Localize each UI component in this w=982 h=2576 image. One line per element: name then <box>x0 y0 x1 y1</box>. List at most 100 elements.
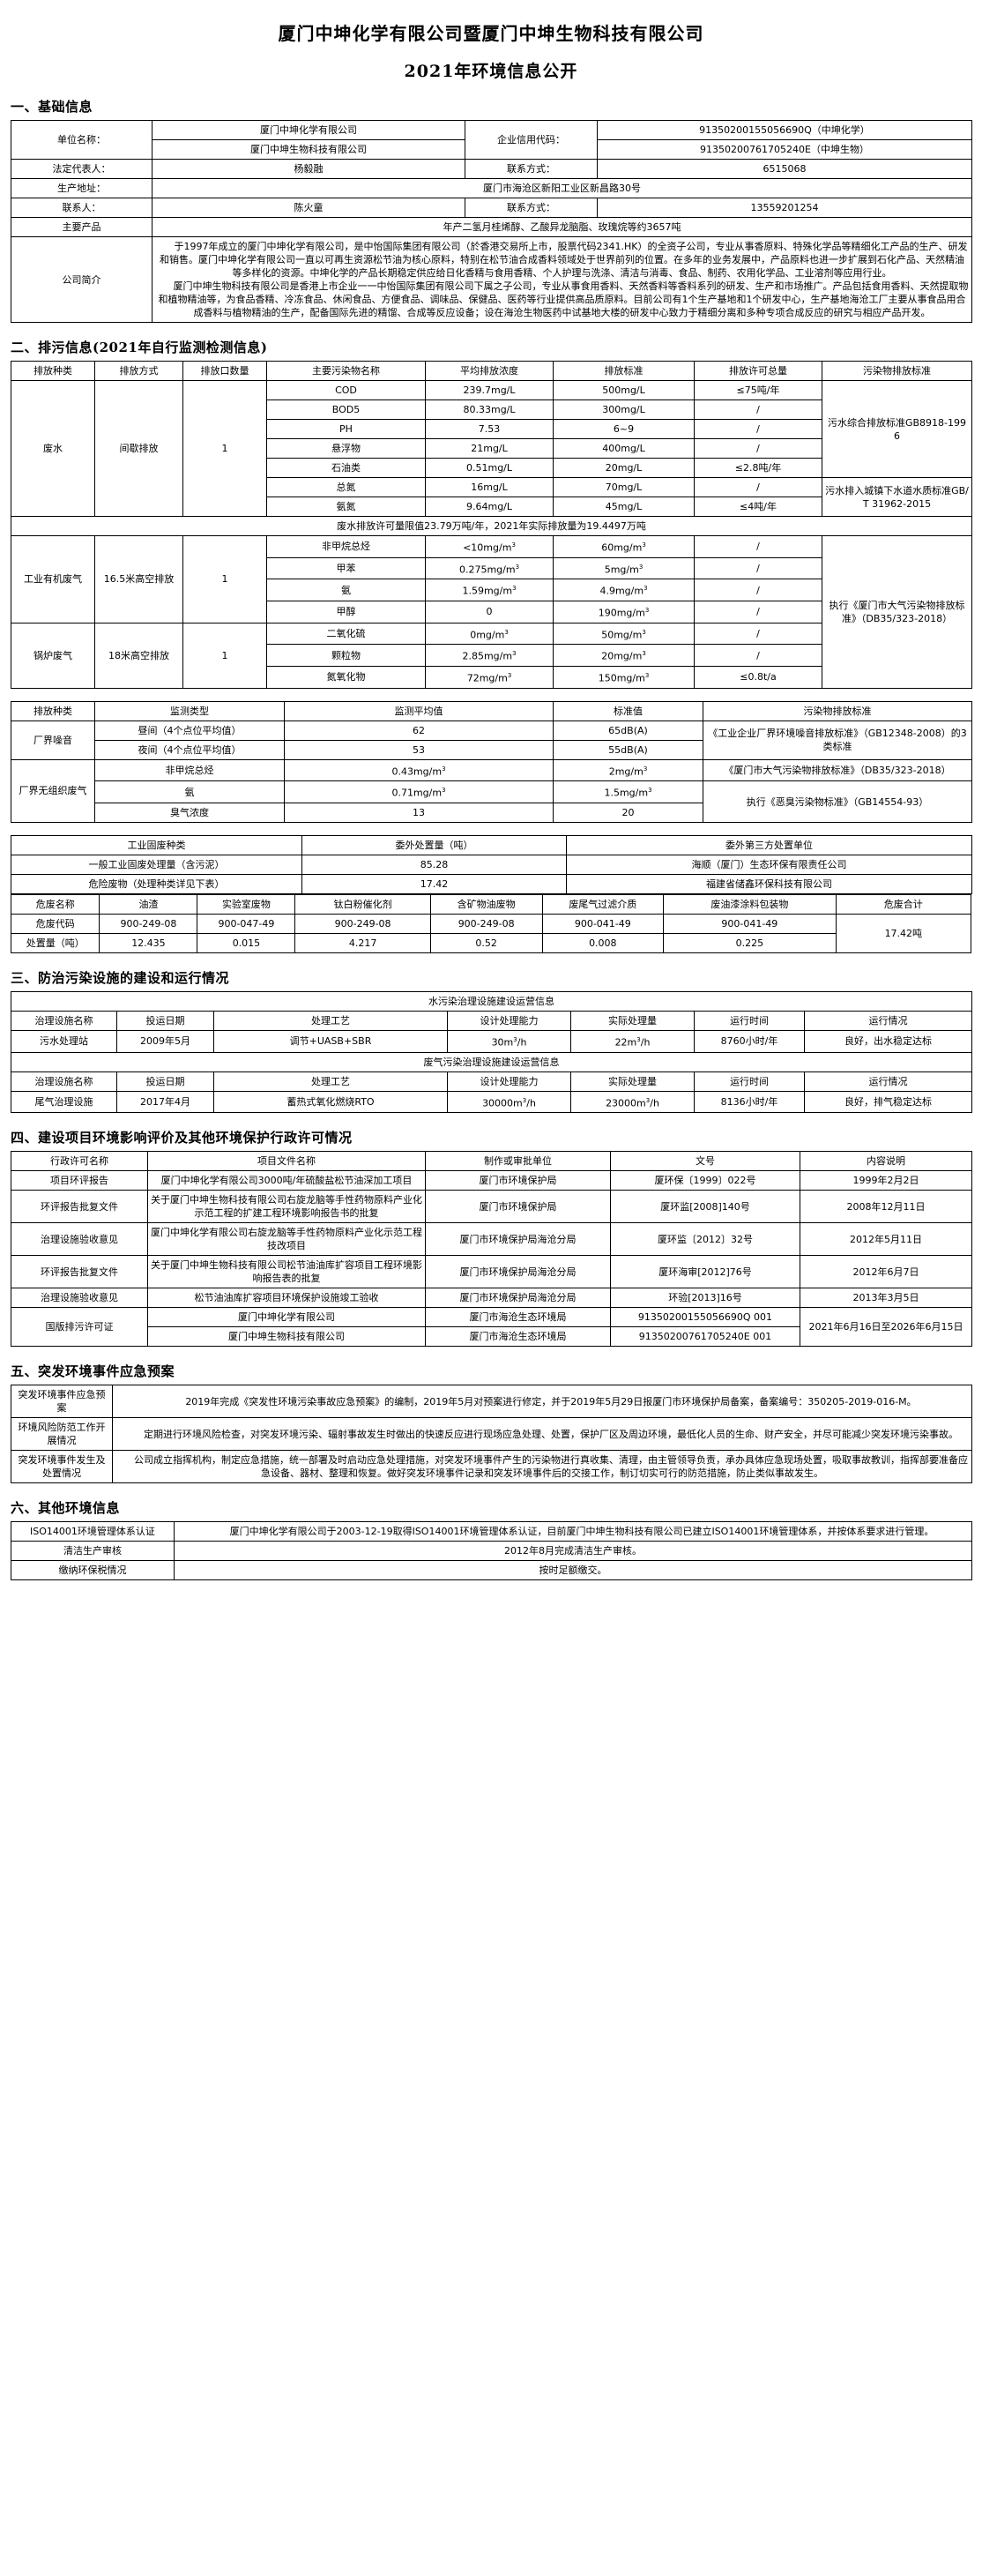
emergency-text: 公司成立指挥机构，制定应急措施，统一部署及时启动应急处理措施，对突发环境事件产生… <box>112 1450 972 1484</box>
contact-way2-label: 联系方式： <box>465 198 598 218</box>
permit-doc: 关于厦门中坤生物科技有限公司松节油油库扩容项目工程环境影响报告表的批复 <box>147 1255 426 1289</box>
emission-table: 排放种类 排放方式 排放口数量 主要污染物名称 平均排放浓度 排放标准 排放许可… <box>11 361 972 689</box>
hw-amount: 0.015 <box>197 932 296 953</box>
emergency-text: 2019年完成《突发性环境污染事故应急预案》的编制，2019年5月对预案进行修定… <box>112 1385 972 1419</box>
pollutant-avg: 9.64mg/L <box>425 497 554 517</box>
permit-desc: 2008年12月11日 <box>800 1190 972 1224</box>
permit-org: 厦门市海沧生态环境局 <box>425 1326 611 1348</box>
monitor-avg: 0.71mg/m3 <box>284 780 554 803</box>
pollutant-std: 20mg/m3 <box>553 644 695 667</box>
col-header-facility-date: 投运日期 <box>116 1010 214 1031</box>
table-row: PH 7.53 6~9 / <box>11 419 972 439</box>
hazardous-waste-table: 危废名称 油渣 实验室废物 钛白粉催化剂 含矿物油废物 废尾气过滤介质 废油漆涂… <box>10 893 972 953</box>
col-header-waste-unit: 委外第三方处置单位 <box>566 834 972 855</box>
monitor-type: 氨 <box>94 780 285 803</box>
pollutant-name: 甲苯 <box>266 556 426 580</box>
pollutant-avg: 16mg/L <box>425 477 554 497</box>
table-row: 缴纳环保税情况 按时足额缴交。 <box>11 1560 972 1581</box>
facility-hours: 8136小时/年 <box>694 1090 805 1114</box>
other-text: 厦门中坤化学有限公司于2003-12-19取得ISO14001环境管理体系认证，… <box>174 1521 972 1542</box>
col-header-facility-name: 治理设施名称 <box>11 1071 117 1092</box>
pollutant-avg: 0.275mg/m3 <box>425 556 554 580</box>
pollutant-avg: 0 <box>425 600 554 623</box>
pollutant-avg: 1.59mg/m3 <box>425 579 554 601</box>
pollutant-std: 150mg/m3 <box>553 665 695 689</box>
table-row: 单位名称： 厦门中坤化学有限公司 企业信用代码： 913502001550566… <box>11 120 972 160</box>
col-header-permit-no: 文号 <box>610 1151 800 1172</box>
table-row: 厂界噪音 昼间（4个点位平均值） 62 65dB(A) 《工业企业厂界环境噪音排… <box>11 720 972 760</box>
permit-name: 治理设施验收意见 <box>11 1288 148 1309</box>
col-header-mode: 排放方式 <box>94 361 183 381</box>
other-label: ISO14001环境管理体系认证 <box>11 1521 175 1542</box>
facility-process: 调节+UASB+SBR <box>213 1029 448 1053</box>
credit-code-value-2: 91350200761705240E（中坤生物） <box>597 139 972 160</box>
hw-code: 900-041-49 <box>663 913 837 934</box>
col-header-facility-process: 处理工艺 <box>213 1010 448 1031</box>
pollutant-std: 20mg/L <box>553 458 695 478</box>
contact-way2-value: 13559201254 <box>597 198 972 218</box>
main-product-value: 年产二氢月桂烯醇、乙酸异龙脑脂、玫瑰烷等约3657吨 <box>152 217 972 237</box>
pollutant-std: 6~9 <box>553 419 695 439</box>
permit-name: 环评报告批复文件 <box>11 1255 148 1289</box>
other-label: 清洁生产审核 <box>11 1541 175 1562</box>
permit-org: 厦门市海沧生态环境局 <box>425 1307 611 1328</box>
monitoring-type-fugitive: 厂界无组织废气 <box>11 758 95 823</box>
legal-rep-value: 杨毅融 <box>152 159 465 179</box>
col-header-std: 排放标准 <box>553 361 695 381</box>
gas-facility-title: 废气污染治理设施建设运营信息 <box>10 1051 973 1072</box>
water-facility-title: 水污染治理设施建设运营信息 <box>10 990 973 1012</box>
permit-no: 91350200761705240E 001 <box>610 1326 800 1348</box>
col-header-standard-value: 标准值 <box>553 700 703 721</box>
table-row: 厂界无组织废气 非甲烷总烃 0.43mg/m3 2mg/m3 《厦门市大气污染物… <box>11 758 972 823</box>
col-header-facility-hours: 运行时间 <box>694 1071 805 1092</box>
permit-doc: 松节油油库扩容项目环境保护设施竣工验收 <box>147 1288 426 1309</box>
pollutant-std: 5mg/m3 <box>553 556 695 580</box>
table-row: 处置量（吨） 12.435 0.015 4.217 0.52 0.008 0.2… <box>10 932 971 953</box>
col-header-permit: 排放许可总量 <box>694 361 822 381</box>
section-heading-basic: 一、基础信息 <box>11 99 93 115</box>
col-header-facility-design: 设计处理能力 <box>447 1010 571 1031</box>
pollutant-std: 300mg/L <box>553 399 695 420</box>
permit-doc: 关于厦门中坤生物科技有限公司右旋龙脑等手性药物原料产业化示范工程的扩建工程环境影… <box>147 1190 426 1224</box>
permit-desc: 2012年6月7日 <box>800 1255 972 1289</box>
pollutant-name: 氮氧化物 <box>266 665 426 689</box>
hw-row-label-name: 危废名称 <box>10 893 100 915</box>
table-row: BOD5 80.33mg/L 300mg/L / <box>11 399 972 420</box>
permit-name: 治理设施验收意见 <box>11 1222 148 1257</box>
facility-date: 2009年5月 <box>116 1029 214 1053</box>
col-header-permit-doc: 项目文件名称 <box>147 1151 426 1172</box>
permit-org: 厦门市环境保护局海沧分局 <box>425 1255 611 1289</box>
table-row: 氨 0.71mg/m3 1.5mg/m3 执行《恶臭污染物标准》（GB14554… <box>11 780 972 823</box>
emergency-label: 环境风险防范工作开展情况 <box>11 1417 113 1452</box>
pollutant-avg: <10mg/m3 <box>425 535 554 558</box>
unit-name-label: 单位名称： <box>11 120 153 160</box>
table-row: 联系人： 陈火童 联系方式： 13559201254 <box>11 198 972 218</box>
section-heading-other: 六、其他环境信息 <box>11 1500 121 1517</box>
wastewater-standard-1: 污水综合排放标准GB8918-1996 <box>822 380 972 478</box>
emission-type-wastewater: 废水 <box>11 380 95 517</box>
col-header-permit-desc: 内容说明 <box>800 1151 972 1172</box>
table-row: 危险废物（处理种类详见下表） 17.42 福建省储鑫环保科技有限公司 <box>11 873 972 894</box>
col-header-pollutant: 主要污染物名称 <box>266 361 426 381</box>
permit-doc: 厦门中坤生物科技有限公司 <box>147 1326 426 1348</box>
other-text: 按时足额缴交。 <box>174 1560 972 1581</box>
table-row: 国版排污许可证 厦门中坤化学有限公司 厦门市海沧生态环境局 9135020015… <box>11 1307 972 1348</box>
unit-name-value-1: 厦门中坤化学有限公司 <box>152 120 465 140</box>
table-row: 废气污染治理设施建设运营信息 <box>10 1051 973 1072</box>
hw-name: 油渣 <box>99 893 198 915</box>
permit-org: 厦门市环境保护局海沧分局 <box>425 1288 611 1309</box>
pollutant-permit: / <box>694 477 822 497</box>
emission-type-boiler-gas: 锅炉废气 <box>11 622 95 689</box>
pollutant-std: 190mg/m3 <box>553 600 695 623</box>
table-row: 治理设施验收意见 厦门中坤化学有限公司右旋龙脑等手性药物原料产业化示范工程技改项… <box>11 1222 972 1257</box>
permit-doc: 厦门中坤化学有限公司 <box>147 1307 426 1328</box>
credit-code-label: 企业信用代码： <box>465 120 598 160</box>
emission-outlets-boiler-gas: 1 <box>182 622 267 689</box>
facility-name: 尾气治理设施 <box>11 1090 117 1114</box>
monitor-std: 55dB(A) <box>553 739 703 760</box>
col-header-waste-amount: 委外处置量（吨） <box>301 834 567 855</box>
table-row: 夜间（4个点位平均值） 53 55dB(A) <box>11 739 972 760</box>
pollutant-permit: / <box>694 579 822 601</box>
pollutant-std: 45mg/L <box>553 497 695 517</box>
table-row: 厦门中坤生物科技有限公司 厦门市海沧生态环境局 9135020076170524… <box>11 1326 972 1348</box>
